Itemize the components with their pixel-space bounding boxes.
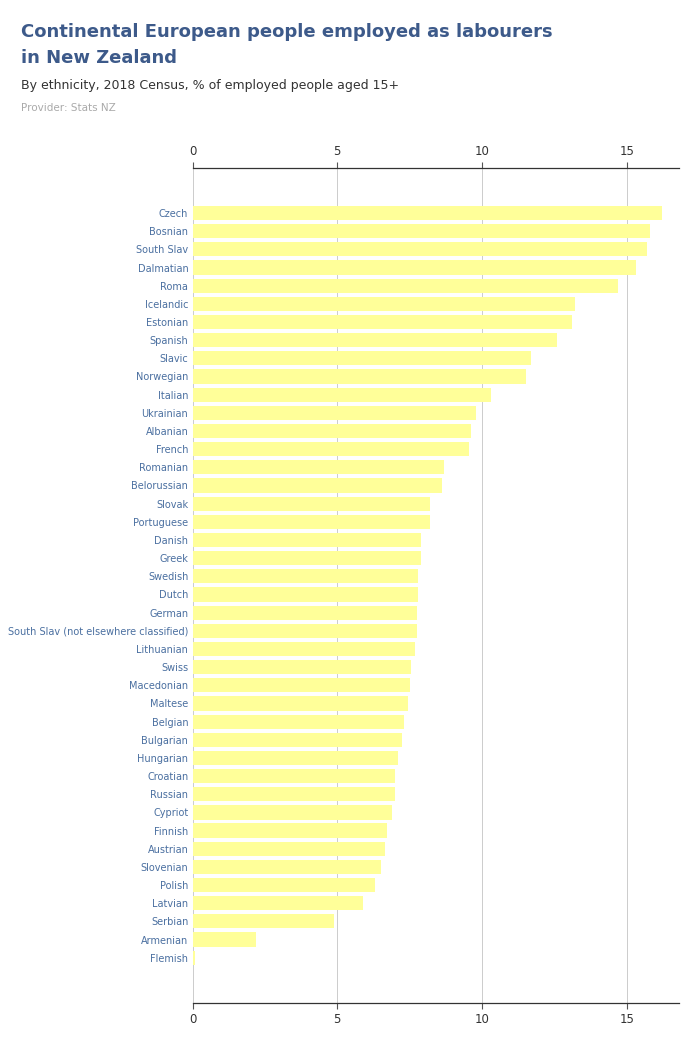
Bar	[193, 769, 396, 783]
Bar	[193, 514, 430, 529]
Bar	[193, 714, 404, 729]
Bar	[193, 733, 402, 747]
Bar	[193, 352, 531, 365]
Bar	[193, 751, 398, 765]
Bar	[193, 696, 408, 711]
Bar	[193, 805, 392, 819]
Text: figure.nz: figure.nz	[579, 17, 664, 36]
Text: By ethnicity, 2018 Census, % of employed people aged 15+: By ethnicity, 2018 Census, % of employed…	[21, 79, 399, 91]
Bar	[193, 224, 650, 238]
Bar	[193, 569, 419, 584]
Bar	[193, 642, 416, 656]
Bar	[193, 260, 636, 275]
Text: Continental European people employed as labourers: Continental European people employed as …	[21, 23, 552, 41]
Bar	[193, 606, 417, 619]
Bar	[193, 624, 417, 637]
Bar	[193, 424, 470, 438]
Bar	[193, 405, 476, 420]
Bar	[193, 678, 410, 692]
Bar	[193, 551, 421, 565]
Bar	[193, 842, 385, 856]
Bar	[193, 370, 526, 383]
Text: in New Zealand: in New Zealand	[21, 49, 177, 67]
Bar	[193, 860, 381, 874]
Bar	[193, 932, 256, 947]
Bar	[193, 460, 444, 475]
Bar	[193, 950, 195, 965]
Bar	[193, 243, 647, 256]
Bar	[193, 587, 419, 602]
Bar	[193, 479, 442, 492]
Bar	[193, 915, 335, 928]
Bar	[193, 896, 363, 910]
Bar	[193, 315, 572, 329]
Bar	[193, 333, 557, 348]
Bar	[193, 660, 411, 674]
Bar	[193, 297, 575, 311]
Bar	[193, 442, 469, 457]
Bar	[193, 206, 662, 220]
Text: Provider: Stats NZ: Provider: Stats NZ	[21, 103, 116, 113]
Bar	[193, 497, 430, 510]
Bar	[193, 878, 375, 892]
Bar	[193, 823, 386, 838]
Bar	[193, 278, 618, 293]
Bar	[193, 533, 421, 547]
Bar	[193, 788, 396, 801]
Bar	[193, 387, 491, 402]
